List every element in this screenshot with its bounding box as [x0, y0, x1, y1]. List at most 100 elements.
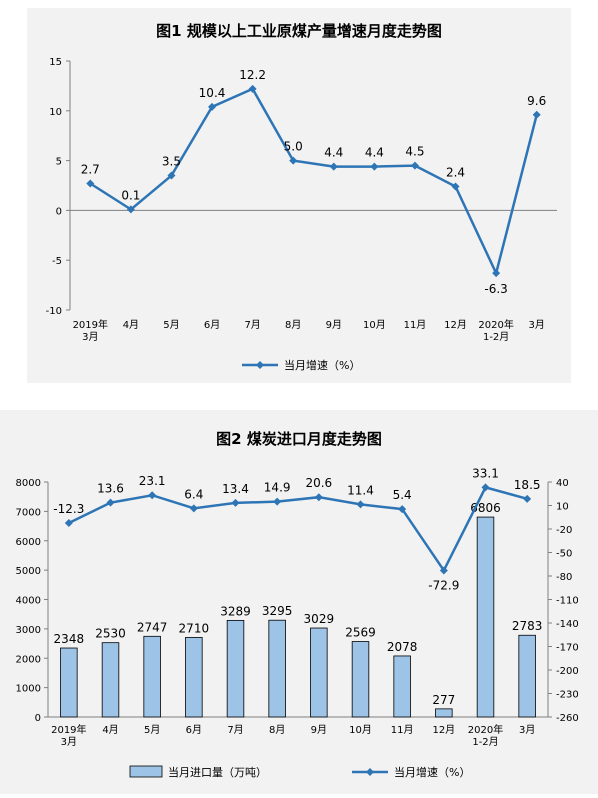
- chart1-point: [86, 179, 95, 188]
- chart2-bar: [518, 634, 536, 718]
- chart2-growth-point: [189, 504, 198, 513]
- chart2-legend-bar-swatch: [129, 765, 163, 778]
- chart1-x-tick-label: 5月: [163, 319, 179, 331]
- chart2-svg: 图2 煤炭进口月度走势图 0 1000 2000 3000 4000 5000 6000 700…: [16, 430, 579, 779]
- chart2-growth-label: 13.4: [222, 482, 249, 496]
- chart1-point: [248, 84, 257, 93]
- chart2-growth-point: [106, 498, 115, 507]
- chart2-x-tick-label: 6月: [186, 724, 202, 736]
- chart2-left-tick-label: 2000: [16, 654, 41, 665]
- chart2-bar-label: 277: [432, 693, 455, 707]
- chart2-x-tick-label: 11月: [391, 724, 414, 736]
- chart1-point: [410, 161, 419, 170]
- chart1-x-tick-label: 3月: [529, 319, 545, 331]
- chart1-legend-marker: [256, 361, 264, 369]
- chart2-bar-label: 2569: [345, 626, 376, 640]
- chart2-legend-line-label: 当月增速（%）: [394, 765, 470, 779]
- chart2-growth-point: [481, 483, 490, 492]
- chart1-point: [532, 110, 541, 119]
- chart1-x-tick-label: 11月: [404, 319, 427, 331]
- chart2-left-tick-label: 7000: [16, 507, 41, 518]
- chart2-growth-label: -12.3: [53, 502, 84, 516]
- chart2-x-tick-label: 12月: [432, 724, 455, 736]
- chart1-point: [126, 205, 135, 214]
- chart2-bar: [143, 635, 161, 718]
- chart2-bar: [101, 642, 120, 718]
- chart2-growth-label: -72.9: [428, 578, 459, 592]
- chart1-data-label: 10.4: [199, 86, 226, 100]
- chart2-growth-label: 23.1: [139, 474, 166, 488]
- chart2-growth-point: [64, 518, 73, 527]
- chart1-point: [370, 162, 379, 171]
- chart2-bar-label: 2747: [137, 620, 168, 634]
- chart2-bar: [60, 647, 78, 718]
- chart2-bar-label: 3289: [220, 604, 251, 618]
- chart2-bar: [226, 619, 245, 718]
- chart1-svg: 图1 规模以上工业原煤产量增速月度走势图 -10 -5 0 5 10 15 2019年 3月 4月…: [46, 22, 557, 372]
- chart2-bar-label: 3029: [304, 612, 335, 626]
- chart1-point: [329, 162, 338, 171]
- chart2-bar: [393, 655, 411, 718]
- chart2-growth-label: 5.4: [393, 488, 412, 502]
- chart1-point: [167, 171, 176, 180]
- chart2-bar-label: 2348: [54, 632, 85, 646]
- chart2-right-tick-label: -50: [556, 549, 572, 560]
- chart2-right-tick-label: -80: [556, 572, 572, 583]
- chart2-legend-bar-label: 当月进口量（万吨）: [168, 765, 267, 779]
- chart2-right-tick-label: -260: [556, 713, 579, 724]
- chart2-bar-label: 2530: [95, 627, 126, 641]
- chart2-growth-point: [356, 500, 365, 509]
- chart1-y-tick-label: -5: [52, 256, 62, 267]
- chart2-bar-label: 2783: [512, 619, 543, 633]
- chart1-point: [492, 269, 501, 278]
- chart2-left-tick-label: 1000: [16, 684, 41, 695]
- chart2-growth-label: 6.4: [184, 487, 203, 501]
- chart1-legend-label: 当月增速（%）: [284, 358, 360, 372]
- chart1-x-tick-label: 12月: [444, 319, 467, 331]
- chart2-x-tick-label: 3月: [519, 724, 535, 736]
- chart2-bar: [351, 641, 370, 718]
- chart2-x-tick-label: 10月: [349, 724, 372, 736]
- chart2-growth-point: [314, 493, 323, 502]
- chart2-left-tick-label: 0: [35, 713, 41, 724]
- chart2-right-tick-label: -230: [556, 690, 579, 701]
- chart2-bar: [435, 708, 453, 718]
- chart1-data-label: 5.0: [284, 140, 303, 154]
- chart2-x-tick-label: 4月: [102, 724, 118, 736]
- chart1-y-tick-label: 10: [49, 107, 62, 118]
- chart2-bar-label: 2710: [179, 621, 210, 635]
- chart2-growth-point: [523, 494, 532, 503]
- chart1-data-label: 9.6: [527, 94, 546, 108]
- chart2-left-tick-label: 8000: [16, 478, 41, 489]
- chart2-growth-point: [148, 491, 157, 500]
- chart2-growth-line: [68, 485, 528, 573]
- chart1-data-label: 12.2: [239, 68, 266, 82]
- chart2-right-tick-label: -170: [556, 643, 579, 654]
- chart1-x-tick-label: 10月: [363, 319, 386, 331]
- chart1-x-tick-label: 2020年 1-2月: [478, 318, 513, 343]
- chart2-x-tick-label: 5月: [144, 724, 160, 736]
- chart2-bar: [476, 516, 495, 718]
- chart2-growth-label: 33.1: [472, 466, 499, 480]
- chart2-growth-label: 13.6: [97, 482, 124, 496]
- chart1-x-tick-label: 8月: [285, 319, 301, 331]
- chart2-x-tick-label: 7月: [227, 724, 243, 736]
- chart1-x-tick-label: 7月: [244, 319, 260, 331]
- chart1-series-line: [89, 87, 538, 277]
- chart1-title: 图1 规模以上工业原煤产量增速月度走势图: [156, 22, 442, 40]
- chart2-right-tick-label: -200: [556, 666, 579, 677]
- chart1-x-tick-label: 6月: [204, 319, 220, 331]
- chart2-left-tick-label: 4000: [16, 596, 41, 607]
- chart2-right-tick-label: 40: [556, 478, 569, 489]
- chart1-x-tick-label: 4月: [123, 319, 139, 331]
- chart2-growth-point: [231, 498, 240, 507]
- chart2-growth-point: [273, 497, 282, 506]
- chart1-data-label: 4.4: [365, 146, 384, 160]
- chart2-growth-point: [439, 566, 448, 575]
- chart2-right-tick-label: 10: [556, 502, 569, 513]
- chart2-bar-label: 3295: [262, 604, 293, 618]
- chart2-title: 图2 煤炭进口月度走势图: [216, 430, 382, 448]
- chart2-left-tick-label: 6000: [16, 537, 41, 548]
- chart2-left-tick-label: 3000: [16, 625, 41, 636]
- chart1-data-label: 4.4: [324, 146, 343, 160]
